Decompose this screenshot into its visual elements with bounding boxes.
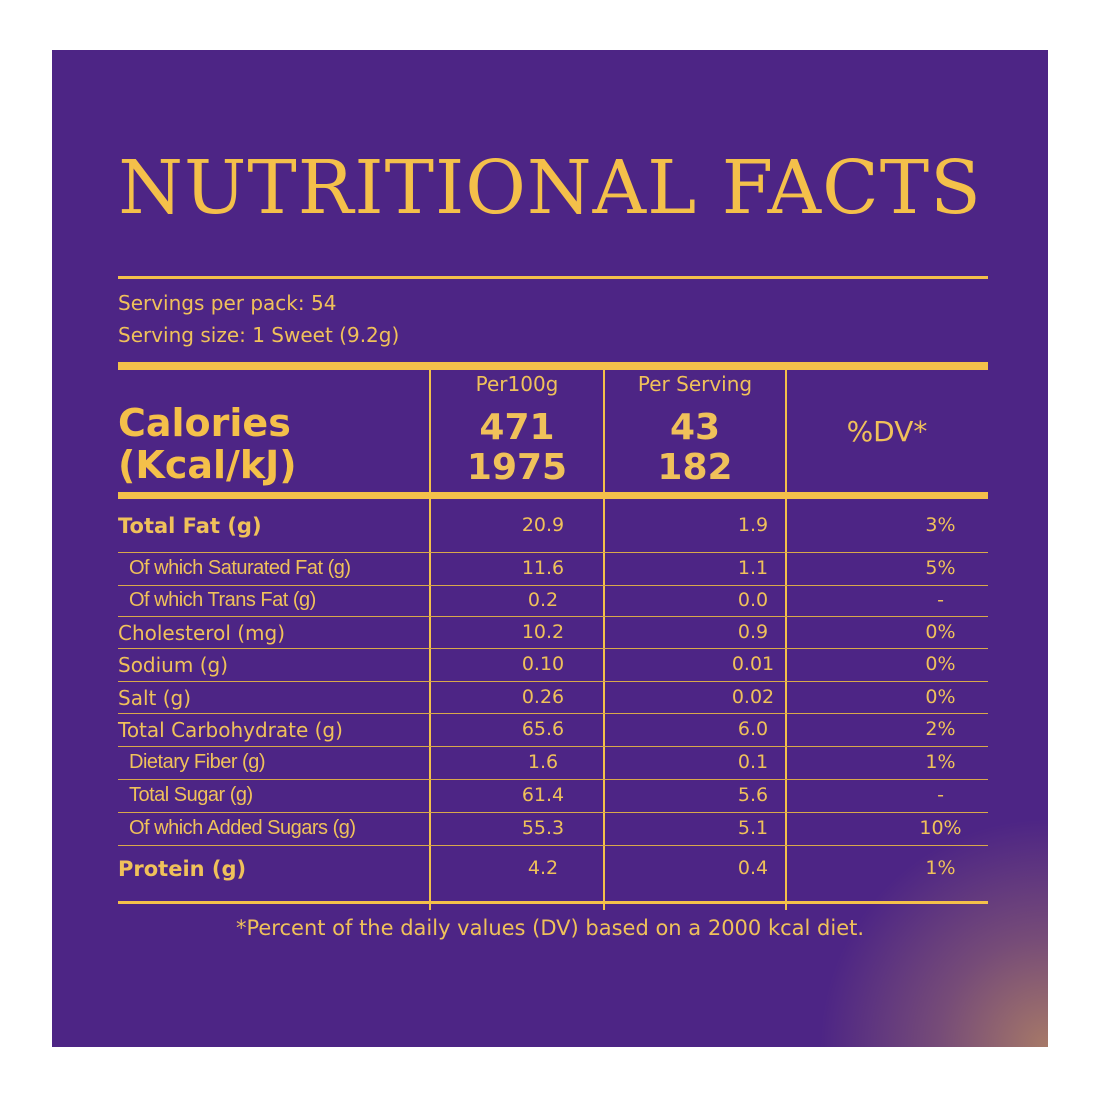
row-divider [118, 552, 988, 553]
serving-size: Serving size: 1 Sweet (9.2g) [118, 323, 400, 347]
nutrient-label: Of which Saturated Fat (g) [129, 557, 351, 579]
value-dv: 2% [925, 718, 956, 740]
value-per100g: 0.26 [521, 686, 565, 708]
calories-label-line2: (Kcal/kJ) [118, 443, 297, 487]
nutrient-label: Sodium (g) [118, 653, 228, 677]
value-per100g: 4.2 [527, 857, 559, 879]
value-per-serving: 0.9 [737, 621, 769, 643]
calories-per100g-kj: 1975 [466, 447, 568, 488]
nutrient-label: Of which Trans Fat (g) [129, 589, 316, 611]
calories-per100g-kcal: 471 [479, 407, 555, 448]
page-title: NUTRITIONAL FACTS [118, 145, 982, 231]
row-divider [118, 812, 988, 813]
calories-per-serving: 43 182 [605, 408, 785, 488]
row-divider [118, 681, 988, 682]
column-divider-3 [785, 368, 787, 910]
calories-per-serving-kj: 182 [657, 447, 733, 488]
value-dv: 0% [925, 621, 956, 643]
value-per-serving: 0.4 [737, 857, 769, 879]
value-per-serving: 1.1 [737, 557, 769, 579]
value-dv: 0% [925, 686, 956, 708]
nutrition-panel: NUTRITIONAL FACTS Servings per pack: 54 … [52, 50, 1048, 1047]
column-divider-1 [429, 368, 431, 910]
row-divider [118, 585, 988, 586]
value-per100g: 65.6 [521, 718, 565, 740]
nutrient-label: Total Carbohydrate (g) [118, 718, 343, 742]
nutrient-label: Total Fat (g) [118, 514, 262, 538]
row-divider [118, 779, 988, 780]
nutrient-label: Total Sugar (g) [129, 784, 253, 806]
calories-label-line1: Calories [118, 401, 291, 445]
nutrient-table: Total Fat (g) 20.9 1.9 3% Of which Satur… [118, 499, 988, 909]
row-divider [118, 746, 988, 747]
value-dv: 10% [919, 817, 962, 839]
value-per100g: 0.2 [527, 589, 559, 611]
value-per100g: 11.6 [521, 557, 565, 579]
value-per-serving: 0.1 [737, 751, 769, 773]
calories-label: Calories (Kcal/kJ) [118, 402, 297, 486]
value-dv: 5% [925, 557, 956, 579]
nutrient-label: Salt (g) [118, 686, 192, 710]
column-header-per-serving: Per Serving [637, 372, 753, 396]
divider-bottom [118, 901, 988, 904]
value-per-serving: 0.0 [737, 589, 769, 611]
value-per100g: 1.6 [527, 751, 559, 773]
value-dv: - [937, 784, 944, 806]
value-per100g: 55.3 [521, 817, 565, 839]
nutrient-label: Of which Added Sugars (g) [129, 817, 356, 839]
value-per-serving: 5.1 [737, 817, 769, 839]
divider-thick-middle [118, 492, 988, 499]
value-per-serving: 0.01 [731, 653, 775, 675]
value-per-serving: 5.6 [737, 784, 769, 806]
value-per100g: 0.10 [521, 653, 565, 675]
footnote: *Percent of the daily values (DV) based … [235, 916, 865, 940]
value-dv: 0% [925, 653, 956, 675]
value-dv: - [937, 589, 944, 611]
row-divider [118, 648, 988, 649]
column-divider-2 [603, 368, 605, 910]
divider-top [118, 276, 988, 279]
row-divider [118, 845, 988, 846]
row-divider [118, 616, 988, 617]
column-header-per100g: Per100g [475, 372, 559, 396]
divider-thick-top [118, 362, 988, 370]
nutrient-label: Dietary Fiber (g) [129, 751, 265, 773]
calories-per100g: 471 1975 [431, 408, 603, 488]
calories-per-serving-kcal: 43 [669, 407, 721, 448]
value-per100g: 20.9 [521, 514, 565, 536]
value-per-serving: 1.9 [737, 514, 769, 536]
servings-per-pack: Servings per pack: 54 [118, 291, 337, 315]
value-dv: 1% [925, 857, 956, 879]
column-header-dv: %DV* [846, 415, 928, 448]
value-dv: 3% [925, 514, 956, 536]
row-divider [118, 713, 988, 714]
value-per-serving: 6.0 [737, 718, 769, 740]
nutrient-label: Cholesterol (mg) [118, 621, 286, 645]
value-per100g: 10.2 [521, 621, 565, 643]
nutrient-label: Protein (g) [118, 857, 247, 881]
value-per100g: 61.4 [521, 784, 565, 806]
value-dv: 1% [925, 751, 956, 773]
value-per-serving: 0.02 [731, 686, 775, 708]
